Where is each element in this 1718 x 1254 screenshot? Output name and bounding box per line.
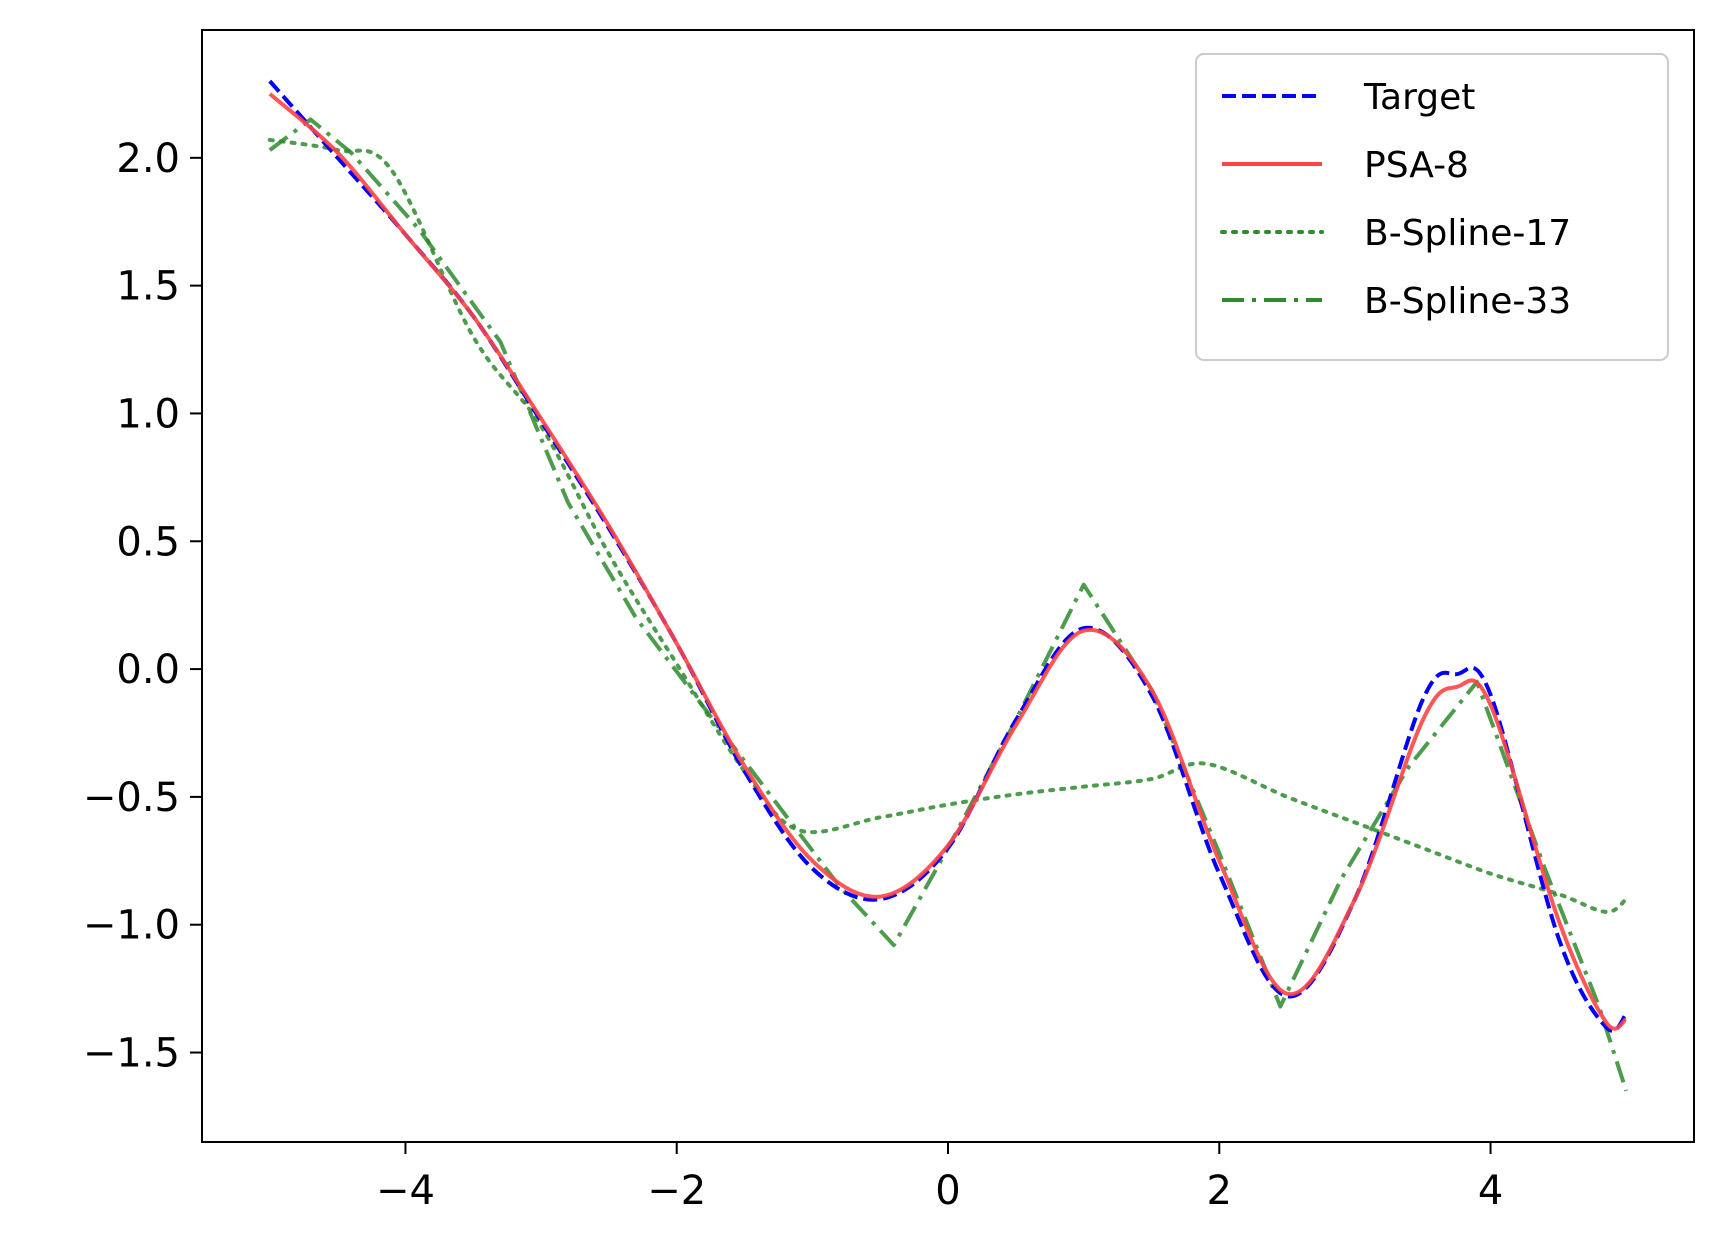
- legend-label-target: Target: [1363, 77, 1475, 118]
- x-tick-label: −4: [376, 1168, 435, 1214]
- series-line-target: [268, 79, 1628, 1033]
- legend-items: Target PSA-8 B-Spline-17 B-Spline-33: [1220, 77, 1571, 322]
- y-axis: −1.5 −1.0 −0.5 0.0 0.5 1.0 1.5 2.0: [83, 136, 202, 1077]
- x-tick-label: 2: [1207, 1168, 1232, 1214]
- y-tick-label: 0.5: [116, 519, 180, 565]
- legend-label-b-spline-17: B-Spline-17: [1364, 213, 1571, 254]
- legend: Target PSA-8 B-Spline-17 B-Spline-33: [1195, 53, 1669, 361]
- y-tick-label: 1.5: [116, 264, 180, 310]
- y-tick-label: 0.0: [116, 647, 180, 693]
- legend-label-b-spline-33: B-Spline-33: [1364, 281, 1571, 322]
- y-tick-label: 2.0: [116, 136, 180, 182]
- legend-frame: [1195, 53, 1669, 361]
- y-tick-label: −1.0: [83, 903, 180, 949]
- x-tick-label: 0: [935, 1168, 960, 1214]
- series-layer: [267, 79, 1629, 1092]
- legend-label-psa-8: PSA-8: [1364, 145, 1469, 186]
- y-tick-label: −0.5: [83, 775, 180, 821]
- y-tick-label: 1.0: [116, 391, 180, 437]
- series-line-b-spline-17: [267, 137, 1629, 914]
- series-line-psa-8: [268, 92, 1628, 1031]
- x-axis: −4 −2 0 2 4: [376, 1142, 1503, 1214]
- y-tick-label: −1.5: [83, 1031, 180, 1077]
- x-tick-label: −2: [647, 1168, 706, 1214]
- x-tick-label: 4: [1478, 1168, 1503, 1214]
